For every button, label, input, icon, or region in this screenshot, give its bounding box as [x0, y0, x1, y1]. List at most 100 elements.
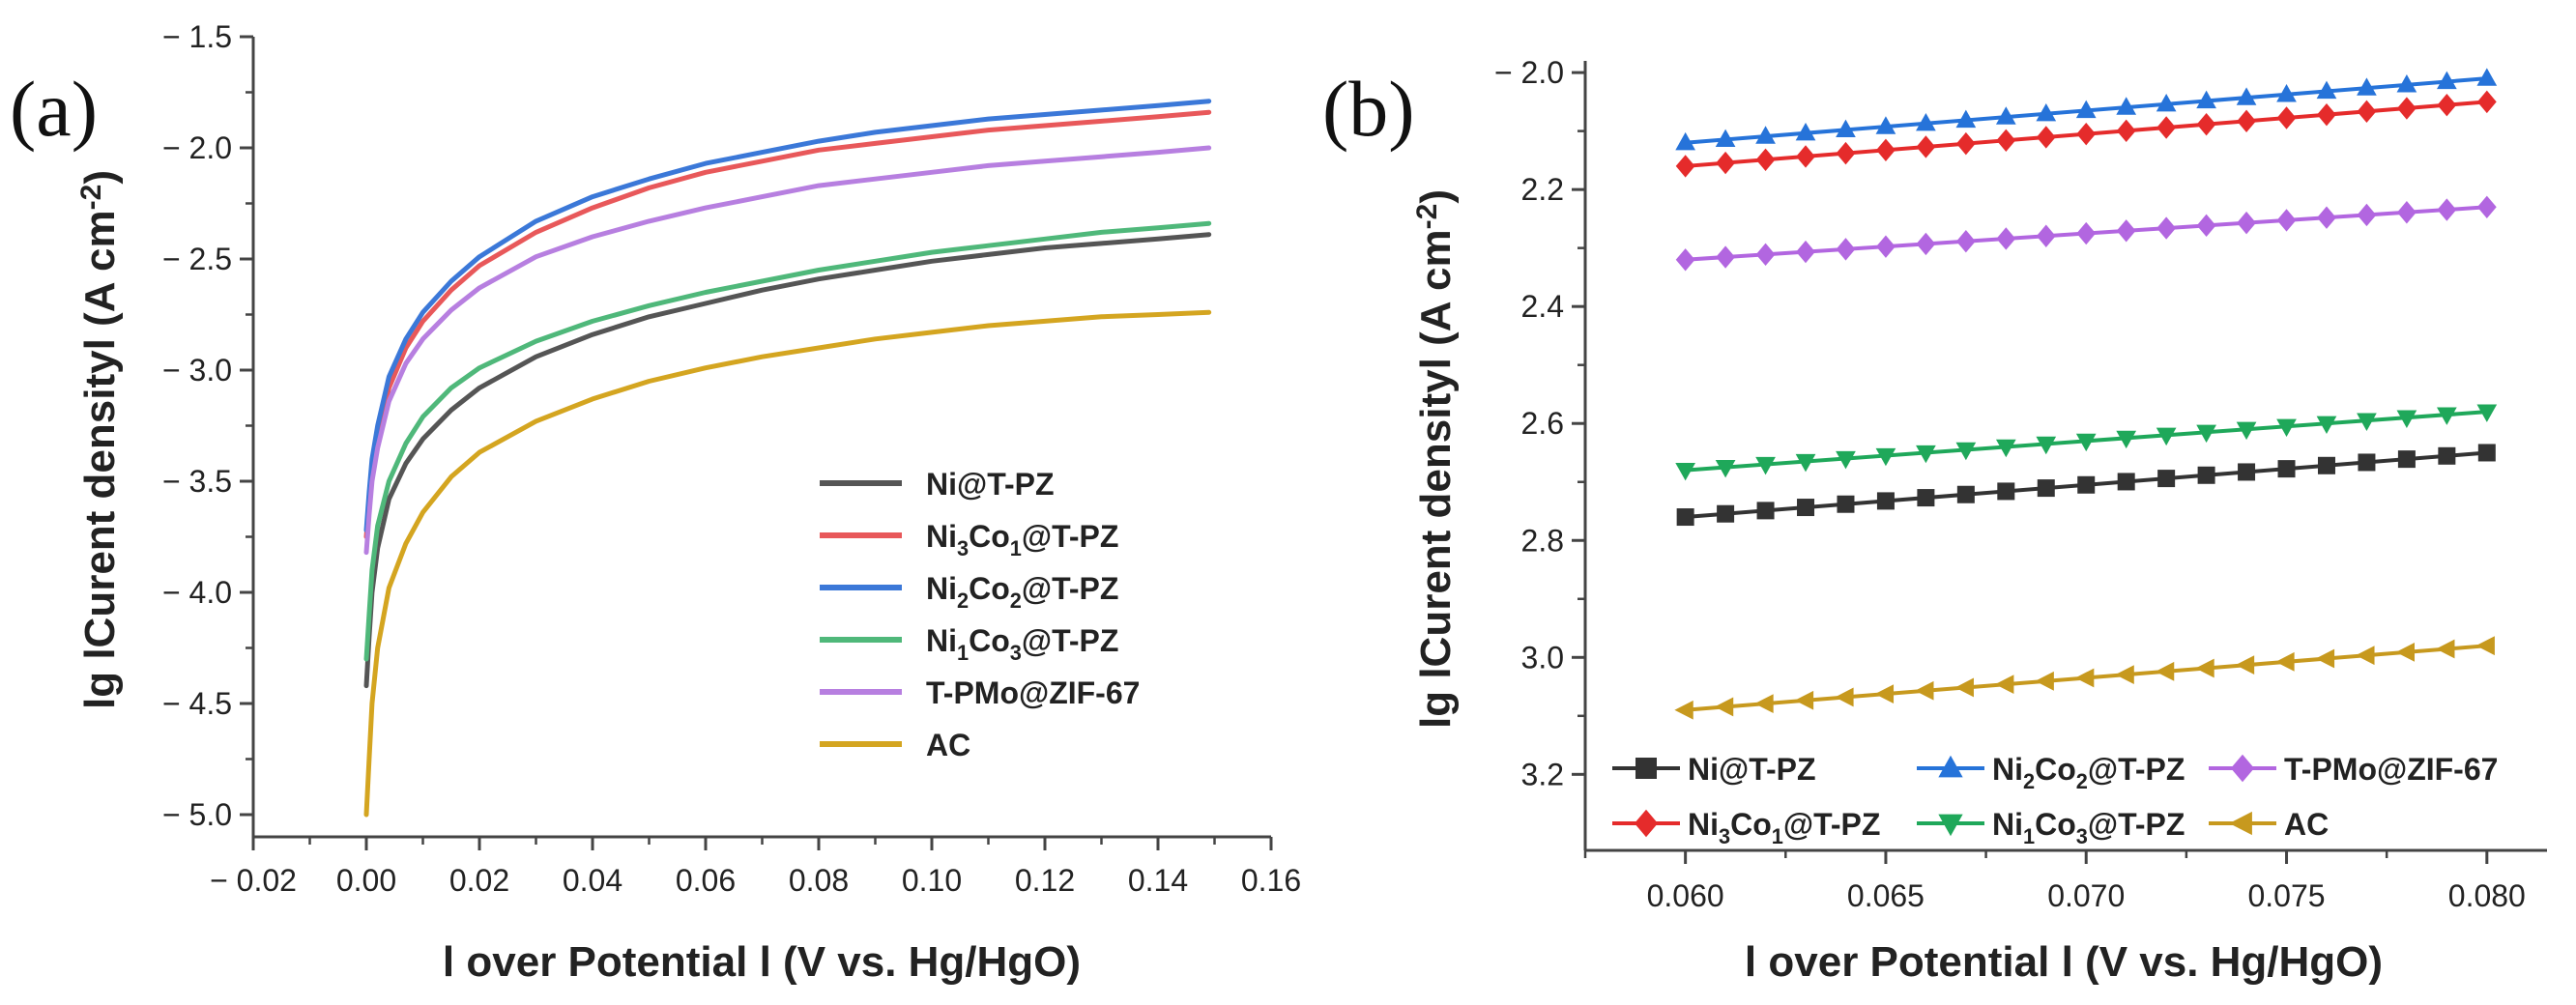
x-axis-label-part: l: [1745, 938, 1756, 986]
x-tick-label: 0.08: [789, 863, 849, 898]
data-point-Ni3Co1@T-PZ: [2196, 112, 2216, 136]
data-point-AC: [2035, 671, 2054, 691]
data-point-Ni3Co1@T-PZ: [1876, 138, 1896, 161]
data-point-Ni@T-PZ: [2157, 470, 2176, 488]
data-point-Ni2Co2@T-PZ: [1995, 106, 2016, 125]
data-point-Ni2Co2@T-PZ: [2236, 87, 2257, 105]
legend-label-Ni2Co2@T-PZ-part: @T-PZ: [1022, 571, 1119, 606]
data-point-Ni@T-PZ: [2277, 460, 2296, 478]
data-point-Ni3Co1@T-PZ: [2437, 93, 2457, 117]
y-tick-label: − 1.5: [162, 19, 232, 54]
legend-label-Ni3Co1@T-PZ-part: 3: [1719, 824, 1730, 848]
data-point-Ni@T-PZ: [2077, 475, 2096, 494]
legend-label-Ni2Co2@T-PZ-part: Co: [969, 571, 1010, 606]
panel-a-chart: (a) − 0.02 0.00 0.02 0.04 0.06 0.08 0.10 0.12 0.1…: [10, 19, 1301, 986]
data-point-Ni1Co3@T-PZ: [2116, 430, 2137, 449]
data-point-AC: [1794, 690, 1814, 710]
data-point-T-PMo@ZIF-67: [1755, 243, 1776, 267]
data-point-Ni1Co3@T-PZ: [1995, 439, 2016, 458]
data-point-Ni3Co1@T-PZ: [2076, 122, 2097, 146]
y-tick-label: 2.4: [1521, 289, 1564, 324]
data-point-Ni3Co1@T-PZ: [1996, 129, 2016, 153]
x-axis-label-part: (V vs. Hg/HgO): [771, 938, 1081, 986]
data-point-Ni@T-PZ: [1837, 495, 1855, 513]
data-point-T-PMo@ZIF-67: [1675, 248, 1695, 272]
y-tick-label: − 4.0: [162, 575, 232, 610]
legend-label-Ni2Co2@T-PZ-part: 2: [1010, 589, 1022, 613]
x-axis-label-part: over Potential: [1756, 938, 2061, 986]
legend-label-Ni3Co1@T-PZ-part: 1: [1010, 536, 1022, 560]
data-point-Ni@T-PZ: [2358, 453, 2376, 472]
y-tick-label: 2.8: [1521, 523, 1564, 558]
y-tick-label: − 4.5: [162, 686, 232, 721]
x-tick-label: 0.06: [676, 863, 736, 898]
data-point-Ni2Co2@T-PZ: [1836, 119, 1856, 138]
legend-label-Ni1Co3@T-PZ-part: 1: [2023, 824, 2035, 848]
legend-marker-Ni@T-PZ: [1635, 758, 1657, 779]
data-point-Ni3Co1@T-PZ: [1916, 135, 1936, 158]
data-point-Ni2Co2@T-PZ: [1755, 126, 1776, 144]
x-tick-label: 0.14: [1128, 863, 1188, 898]
data-point-Ni2Co2@T-PZ: [2316, 80, 2337, 100]
data-point-Ni3Co1@T-PZ: [2357, 100, 2377, 124]
legend-label-Ni1Co3@T-PZ-part: 3: [1010, 641, 1022, 665]
data-point-AC: [2356, 646, 2375, 666]
data-point-Ni1Co3@T-PZ: [1955, 442, 1977, 461]
legend-marker-T-PMo@ZIF-67: [2230, 754, 2255, 783]
data-point-Ni@T-PZ: [2117, 473, 2135, 491]
data-point-AC: [1835, 687, 1854, 707]
y-axis-label-part: ): [1412, 189, 1460, 204]
data-point-AC: [1874, 684, 1895, 704]
data-point-AC: [2074, 668, 2095, 688]
legend-label-Ni2Co2@T-PZ-part: @T-PZ: [2088, 752, 2185, 787]
legend-label-Ni3Co1@T-PZ-part: 1: [1772, 824, 1783, 848]
data-point-AC: [2115, 665, 2134, 685]
data-point-T-PMo@ZIF-67: [2116, 219, 2136, 243]
data-point-Ni1Co3@T-PZ: [2437, 407, 2457, 425]
data-point-AC: [2195, 658, 2214, 678]
data-point-Ni1Co3@T-PZ: [2476, 404, 2498, 422]
series-line-AC: [363, 309, 1212, 818]
legend-label-Ni3Co1@T-PZ: Ni3Co1@T-PZ: [926, 519, 1118, 560]
series-line-T-PMo@ZIF-67: [363, 145, 1212, 556]
data-point-T-PMo@ZIF-67: [1916, 232, 1936, 256]
panel-b-chart: (b) 0.060 0.065 0.070 0.075 0.080 − 2.0 2.2 2.4 2…: [1322, 55, 2547, 986]
data-point-Ni1Co3@T-PZ: [1675, 462, 1695, 481]
data-point-Ni@T-PZ: [1997, 482, 2015, 501]
legend-label-Ni1Co3@T-PZ: Ni1Co3@T-PZ: [926, 623, 1118, 665]
legend-label-Ni2Co2@T-PZ-part: 2: [2023, 769, 2035, 793]
data-point-Ni2Co2@T-PZ: [2276, 83, 2297, 102]
data-point-Ni@T-PZ: [1917, 489, 1935, 507]
data-point-Ni2Co2@T-PZ: [2036, 102, 2057, 122]
data-point-Ni@T-PZ: [1876, 492, 1895, 510]
legend-label-AC: AC: [926, 728, 970, 762]
legend-label-Ni1Co3@T-PZ-part: @T-PZ: [1022, 623, 1119, 658]
data-point-Ni@T-PZ: [2238, 463, 2256, 481]
data-point-T-PMo@ZIF-67: [2357, 203, 2377, 227]
legend-label-Ni3Co1@T-PZ-part: Co: [969, 519, 1010, 554]
data-point-Ni1Co3@T-PZ: [2396, 410, 2417, 428]
data-point-Ni@T-PZ: [1956, 485, 1975, 503]
legend-label-Ni3Co1@T-PZ-part: @T-PZ: [1783, 807, 1881, 842]
data-point-T-PMo@ZIF-67: [2156, 216, 2177, 240]
data-point-Ni1Co3@T-PZ: [2036, 436, 2057, 455]
data-point-Ni3Co1@T-PZ: [2237, 109, 2256, 133]
data-point-Ni2Co2@T-PZ: [2437, 71, 2457, 90]
legend-label-Ni3Co1@T-PZ: Ni3Co1@T-PZ: [1688, 807, 1880, 848]
data-point-Ni2Co2@T-PZ: [2116, 97, 2137, 115]
data-point-Ni@T-PZ: [2397, 450, 2416, 469]
legend-label-Ni3Co1@T-PZ-part: 3: [957, 536, 969, 560]
data-point-Ni2Co2@T-PZ: [1916, 112, 1936, 131]
x-tick-label: 0.04: [563, 863, 622, 898]
data-point-Ni2Co2@T-PZ: [2357, 77, 2377, 96]
legend-label-Ni2Co2@T-PZ: Ni2Co2@T-PZ: [1992, 752, 2185, 793]
x-axis-label-part: over Potential: [454, 938, 759, 986]
data-point-Ni@T-PZ: [2317, 456, 2335, 474]
data-point-Ni@T-PZ: [2197, 466, 2215, 484]
data-point-AC: [1754, 694, 1774, 713]
data-point-Ni@T-PZ: [1717, 504, 1735, 523]
y-tick-label: 2.2: [1521, 172, 1564, 207]
legend-label-T-PMo@ZIF-67-part: T-PMo@ZIF-67: [2284, 752, 2498, 787]
data-point-T-PMo@ZIF-67: [2476, 195, 2497, 218]
